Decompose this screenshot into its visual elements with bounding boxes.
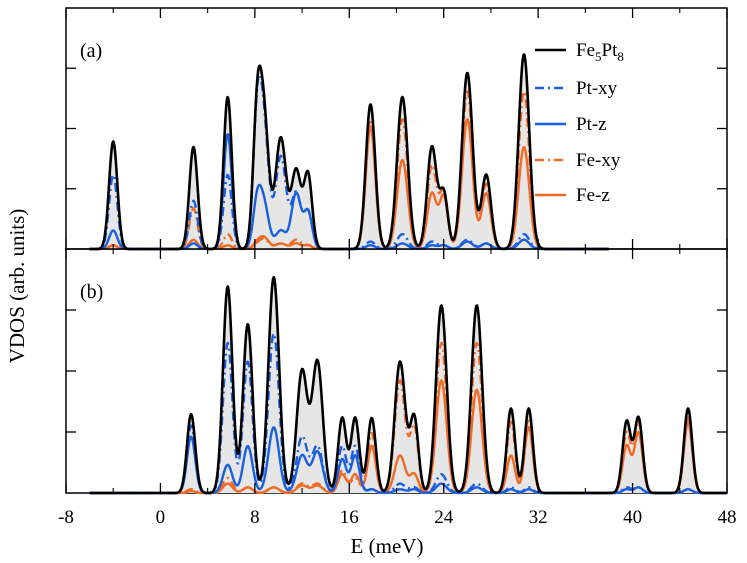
x-tick-label: 24 <box>434 507 454 528</box>
series-line-fexy <box>89 341 728 495</box>
x-tick-label: -8 <box>58 507 74 528</box>
panel-label: (a) <box>80 40 102 62</box>
x-ticks: -8 0 8 16 24 32 40 48 <box>58 8 737 528</box>
panel-b: (b) <box>65 248 728 495</box>
panel-label: (b) <box>80 281 103 303</box>
legend: Fe5Pt8 Pt-xy Pt-z Fe-xy Fe-z <box>535 40 624 206</box>
legend-label-ptz: Pt-z <box>576 114 607 135</box>
x-axis-label: E (meV) <box>351 534 424 558</box>
series-line-total <box>89 275 728 495</box>
legend-label-ptxy: Pt-xy <box>576 78 618 99</box>
x-tick-label: 40 <box>623 507 642 528</box>
x-tick-label: 48 <box>718 507 737 528</box>
x-tick-label: 16 <box>340 507 359 528</box>
y-axis-label: VDOS (arb. units) <box>5 209 29 364</box>
legend-label-fez: Fe-z <box>576 185 610 206</box>
legend-label-fe5pt8: Fe5Pt8 <box>576 40 624 64</box>
x-tick-label: 8 <box>250 507 260 528</box>
panel-a: (a) <box>65 7 728 251</box>
x-tick-label: 0 <box>156 507 166 528</box>
legend-label-fexy: Fe-xy <box>576 150 621 171</box>
x-tick-label: 32 <box>529 507 548 528</box>
